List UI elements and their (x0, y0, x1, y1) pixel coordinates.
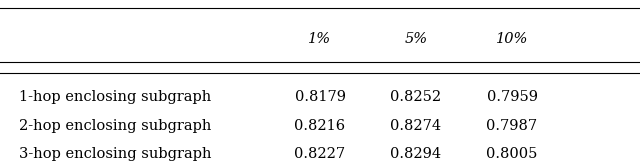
Text: 0.8216: 0.8216 (294, 119, 346, 133)
Text: 0.7987: 0.7987 (486, 119, 538, 133)
Text: 0.8179: 0.8179 (294, 90, 346, 104)
Text: 0.8252: 0.8252 (390, 90, 442, 104)
Text: 0.8274: 0.8274 (390, 119, 442, 133)
Text: 0.7959: 0.7959 (486, 90, 538, 104)
Text: 0.8005: 0.8005 (486, 147, 538, 161)
Text: 3-hop enclosing subgraph: 3-hop enclosing subgraph (19, 147, 212, 161)
Text: 0.8227: 0.8227 (294, 147, 346, 161)
Text: 10%: 10% (496, 32, 528, 46)
Text: 1%: 1% (308, 32, 332, 46)
Text: 1-hop enclosing subgraph: 1-hop enclosing subgraph (19, 90, 211, 104)
Text: 5%: 5% (404, 32, 428, 46)
Text: 0.8294: 0.8294 (390, 147, 442, 161)
Text: 2-hop enclosing subgraph: 2-hop enclosing subgraph (19, 119, 212, 133)
